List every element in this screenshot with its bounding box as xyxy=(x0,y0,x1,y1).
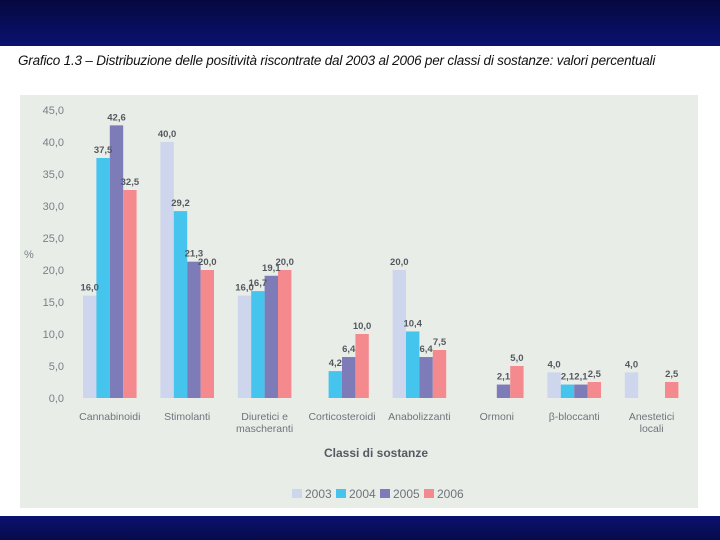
bar-2005 xyxy=(574,384,588,398)
data-label: 16,0 xyxy=(80,283,99,294)
y-tick-label: 30,0 xyxy=(43,201,64,213)
bar-series xyxy=(83,125,679,399)
bar-2005 xyxy=(342,357,356,398)
bar-2003 xyxy=(392,270,406,398)
legend: 2003 2004 2005 2006 xyxy=(292,487,464,501)
data-label: 32,5 xyxy=(121,177,140,188)
bar-2006 xyxy=(587,382,601,398)
legend-label-2006: 2006 xyxy=(437,487,464,501)
slide-header-band xyxy=(0,0,720,46)
data-label: 2,1 xyxy=(574,372,588,383)
bar-2004 xyxy=(173,211,188,398)
data-label: 2,5 xyxy=(588,369,602,380)
data-label: 2,1 xyxy=(497,372,511,383)
y-tick-label: 10,0 xyxy=(43,329,64,341)
bar-2003 xyxy=(83,295,97,398)
y-tick-label: 45,0 xyxy=(43,105,64,117)
legend-swatch-2005 xyxy=(380,489,390,498)
data-label: 19,1 xyxy=(262,263,281,274)
category-labels: Cannabinoidi Stimolanti Diuretici emascher… xyxy=(79,411,674,435)
y-tick-label: 35,0 xyxy=(43,169,64,181)
bar-2006 xyxy=(278,270,292,398)
bar-2004 xyxy=(328,371,342,398)
bar-2006 xyxy=(123,190,137,398)
x-tick-label: mascheranti xyxy=(236,423,293,435)
bar-2004 xyxy=(406,331,420,398)
y-tick-label: 20,0 xyxy=(43,265,64,277)
bar-2006 xyxy=(432,350,447,398)
x-tick-label: Diuretici e xyxy=(241,411,288,423)
y-axis-label: % xyxy=(24,249,34,261)
x-tick-label: locali xyxy=(640,423,664,435)
bar-2005 xyxy=(419,357,433,398)
chart-caption: Grafico 1.3 – Distribuzione delle positi… xyxy=(18,53,656,68)
x-tick-label: Ormoni xyxy=(480,411,514,423)
x-tick-label: Anestetici xyxy=(629,411,675,423)
bar-2006 xyxy=(355,334,369,398)
bar-2006 xyxy=(510,366,524,398)
y-tick-label: 40,0 xyxy=(43,137,64,149)
data-label: 4,0 xyxy=(625,359,638,370)
data-label: 37,5 xyxy=(94,145,113,156)
data-label: 7,5 xyxy=(433,337,447,348)
data-label: 42,6 xyxy=(107,112,126,123)
x-tick-label: Corticosteroidi xyxy=(308,411,375,423)
data-label: 20,0 xyxy=(275,257,294,268)
bar-2005 xyxy=(496,384,511,398)
slide-footer-band xyxy=(0,516,720,540)
data-label: 6,4 xyxy=(342,344,356,355)
bar-2005 xyxy=(109,125,124,399)
x-axis-title: Classi di sostanze xyxy=(324,446,428,460)
y-tick-label: 15,0 xyxy=(43,297,64,309)
data-label: 20,0 xyxy=(198,257,217,268)
legend-label-2003: 2003 xyxy=(305,487,332,501)
y-tick-label: 5,0 xyxy=(49,361,64,373)
data-label: 4,0 xyxy=(547,359,560,370)
y-tick-label: 0,0 xyxy=(49,393,64,405)
data-label: 2,1 xyxy=(561,372,575,383)
bar-2003 xyxy=(160,142,174,398)
bar-2003 xyxy=(624,372,639,398)
legend-swatch-2006 xyxy=(424,489,434,498)
x-tick-label: Anabolizzanti xyxy=(388,411,450,423)
data-label: 4,2 xyxy=(329,358,342,369)
data-label: 10,4 xyxy=(403,318,422,329)
bar-2003 xyxy=(237,295,252,398)
x-tick-label: β-bloccanti xyxy=(549,411,600,423)
data-label: 21,3 xyxy=(185,249,204,260)
bar-2004 xyxy=(560,384,575,398)
bar-2005 xyxy=(187,261,201,398)
data-label: 40,0 xyxy=(158,129,177,140)
bar-2004 xyxy=(251,291,265,398)
bar-2004 xyxy=(96,158,110,398)
bar-2006 xyxy=(665,382,679,398)
bar-2005 xyxy=(264,275,278,398)
value-labels: 16,037,542,632,540,029,221,320,016,016,7… xyxy=(80,112,679,382)
data-label: 5,0 xyxy=(510,353,523,364)
legend-label-2005: 2005 xyxy=(393,487,420,501)
legend-swatch-2004 xyxy=(336,489,346,498)
data-label: 10,0 xyxy=(353,321,372,332)
x-tick-label: Stimolanti xyxy=(164,411,210,423)
y-tick-label: 25,0 xyxy=(43,233,64,245)
data-label: 2,5 xyxy=(665,369,679,380)
bar-2003 xyxy=(547,372,561,398)
y-axis-ticks: 0,0 5,0 10,0 15,0 20,0 25,0 30,0 35,0 40,0 45,0 xyxy=(43,105,64,405)
data-label: 29,2 xyxy=(171,198,190,209)
bar-2006 xyxy=(200,270,214,398)
data-label: 16,7 xyxy=(249,278,268,289)
data-label: 20,0 xyxy=(390,257,409,268)
legend-label-2004: 2004 xyxy=(349,487,376,501)
data-label: 16,0 xyxy=(235,283,254,294)
legend-swatch-2003 xyxy=(292,489,302,498)
data-label: 6,4 xyxy=(419,344,433,355)
x-tick-label: Cannabinoidi xyxy=(79,411,140,423)
